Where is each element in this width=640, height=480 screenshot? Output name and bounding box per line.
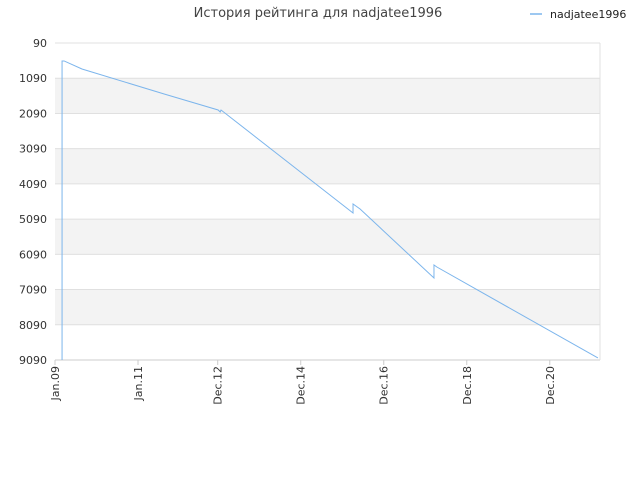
chart-title: История рейтинга для nadjatee1996 (194, 6, 443, 21)
x-tick-label: Jan.11 (132, 366, 145, 401)
y-tick-label: 4090 (19, 178, 47, 191)
x-tick-label: Dec.16 (378, 366, 391, 405)
plot-band (55, 289, 600, 325)
y-tick-label: 90 (33, 37, 47, 50)
y-tick-label: 5090 (19, 213, 47, 226)
legend-label: nadjatee1996 (550, 8, 626, 21)
x-tick-label: Jan.09 (49, 366, 62, 401)
y-tick-label: 8090 (19, 319, 47, 332)
y-tick-label: 2090 (19, 107, 47, 120)
line-series (61, 60, 599, 360)
y-tick-label: 9090 (19, 354, 47, 367)
plot-band (55, 219, 600, 255)
y-tick-label: 6090 (19, 248, 47, 261)
y-tick-label: 1090 (19, 72, 47, 85)
x-tick-label: Dec.20 (544, 366, 557, 405)
y-tick-label: 3090 (19, 143, 47, 156)
x-tick-label: Dec.18 (461, 366, 474, 405)
plot-band (55, 148, 600, 184)
plot-band (55, 78, 600, 114)
x-tick-label: Dec.12 (212, 366, 225, 405)
y-tick-label: 7090 (19, 284, 47, 297)
x-tick-label: Dec.14 (295, 366, 308, 405)
